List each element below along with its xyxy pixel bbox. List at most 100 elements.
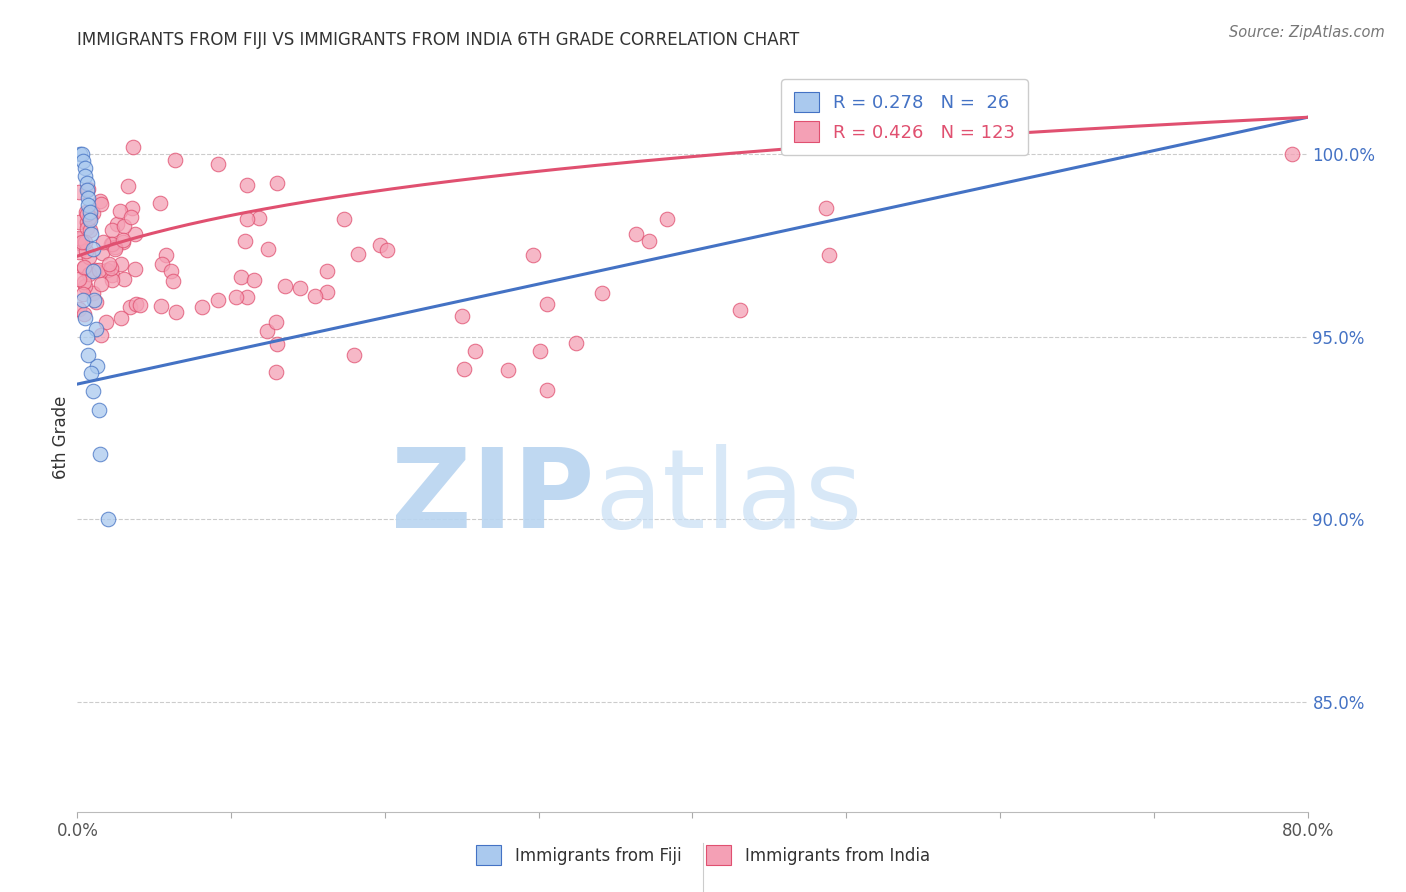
Point xyxy=(73,260,96,274)
Point xyxy=(464,343,486,358)
Point xyxy=(67,215,90,229)
Point xyxy=(73,307,96,321)
Point xyxy=(96,263,118,277)
Point xyxy=(266,365,288,379)
Point xyxy=(76,207,98,221)
Text: ZIP: ZIP xyxy=(391,443,595,550)
Point xyxy=(159,264,181,278)
Point xyxy=(121,201,143,215)
Point xyxy=(110,311,132,326)
Point xyxy=(89,194,111,209)
Point xyxy=(233,234,256,248)
Point xyxy=(90,277,112,291)
Point xyxy=(110,204,132,219)
Point xyxy=(264,315,287,329)
Point xyxy=(90,196,112,211)
Point xyxy=(67,302,90,317)
Point xyxy=(100,236,122,251)
Point xyxy=(84,295,107,310)
Point xyxy=(368,238,391,252)
Point xyxy=(105,217,128,231)
Point xyxy=(104,240,127,254)
Point xyxy=(101,273,124,287)
Point xyxy=(125,296,148,310)
Point xyxy=(347,247,370,261)
Point xyxy=(451,309,474,323)
Point xyxy=(165,153,187,168)
Point xyxy=(97,512,120,526)
Point xyxy=(72,235,94,250)
Point xyxy=(75,278,97,293)
Point xyxy=(73,260,96,275)
Point xyxy=(76,182,98,196)
Point xyxy=(73,169,96,183)
Point xyxy=(304,288,326,302)
Y-axis label: 6th Grade: 6th Grade xyxy=(52,395,70,479)
Point xyxy=(75,205,97,219)
Point xyxy=(70,146,93,161)
Point xyxy=(1281,146,1303,161)
Point xyxy=(101,222,124,236)
Point xyxy=(235,178,257,192)
Point xyxy=(332,211,354,226)
Point xyxy=(87,402,110,417)
Point xyxy=(235,211,257,226)
Point xyxy=(225,290,247,304)
Point xyxy=(266,337,288,351)
Point xyxy=(79,223,101,237)
Point xyxy=(375,244,398,258)
Text: atlas: atlas xyxy=(595,443,862,550)
Point xyxy=(536,384,558,398)
Point xyxy=(76,176,98,190)
Point xyxy=(69,146,91,161)
Point xyxy=(90,327,112,342)
Point xyxy=(67,272,90,286)
Legend: Immigrants from Fiji, Immigrants from India: Immigrants from Fiji, Immigrants from In… xyxy=(468,837,938,873)
Point xyxy=(149,299,172,313)
Point xyxy=(453,361,475,376)
Point xyxy=(112,219,135,233)
Point xyxy=(315,285,337,299)
Point xyxy=(69,232,91,246)
Point xyxy=(77,198,100,212)
Point xyxy=(84,322,107,336)
Point xyxy=(80,227,103,242)
Point xyxy=(77,267,100,281)
Point xyxy=(814,201,837,215)
Point xyxy=(243,273,266,287)
Point xyxy=(97,257,120,271)
Point xyxy=(818,247,841,261)
Point xyxy=(82,205,104,219)
Legend: R = 0.278   N =  26, R = 0.426   N = 123: R = 0.278 N = 26, R = 0.426 N = 123 xyxy=(780,79,1028,155)
Point xyxy=(207,157,229,171)
Point xyxy=(83,293,105,307)
Point xyxy=(86,359,108,373)
Point xyxy=(79,212,101,227)
Text: Source: ZipAtlas.com: Source: ZipAtlas.com xyxy=(1229,25,1385,40)
Point xyxy=(72,286,94,301)
Point xyxy=(76,220,98,235)
Point xyxy=(496,363,519,377)
Point xyxy=(79,210,101,224)
Point xyxy=(67,245,90,260)
Point xyxy=(112,235,135,249)
Point xyxy=(67,185,90,199)
Text: IMMIGRANTS FROM FIJI VS IMMIGRANTS FROM INDIA 6TH GRADE CORRELATION CHART: IMMIGRANTS FROM FIJI VS IMMIGRANTS FROM … xyxy=(77,31,800,49)
Point xyxy=(101,268,124,283)
Point xyxy=(77,250,100,264)
Point xyxy=(76,329,98,343)
Point xyxy=(72,293,94,307)
Point xyxy=(112,233,135,247)
Point xyxy=(128,298,150,312)
Point xyxy=(124,227,146,241)
Point xyxy=(657,211,679,226)
Point xyxy=(536,297,558,311)
Point xyxy=(79,205,101,219)
Point xyxy=(76,215,98,229)
Point xyxy=(100,260,122,275)
Point xyxy=(120,300,142,314)
Point xyxy=(89,446,111,460)
Point xyxy=(82,286,104,301)
Point xyxy=(76,183,98,197)
Point xyxy=(343,348,366,362)
